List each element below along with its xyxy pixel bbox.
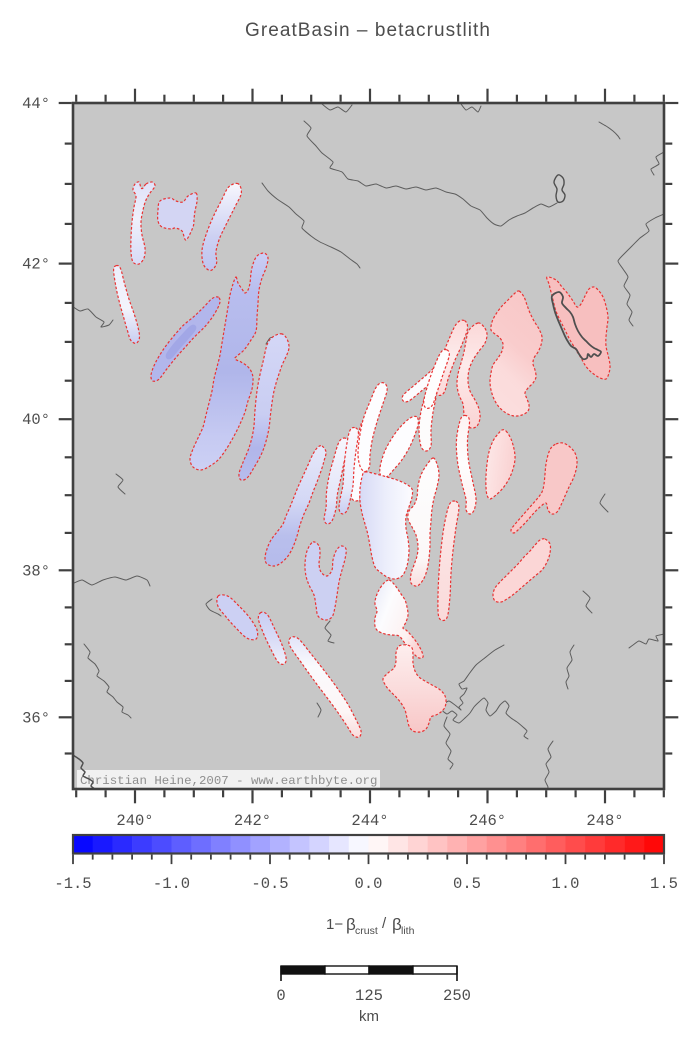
svg-text:-1.0: -1.0: [153, 875, 190, 893]
svg-text:0.0: 0.0: [355, 875, 383, 893]
svg-text:lith: lith: [401, 925, 415, 937]
svg-text:GreatBasin – betacrustlith: GreatBasin – betacrustlith: [245, 20, 491, 41]
svg-text:244°: 244°: [351, 812, 388, 830]
svg-text:Christian Heine,2007 - www.ear: Christian Heine,2007 - www.earthbyte.org: [80, 774, 377, 788]
svg-text:246°: 246°: [469, 812, 506, 830]
svg-text:240°: 240°: [116, 812, 153, 830]
svg-text:km: km: [359, 1008, 379, 1025]
svg-text:36°: 36°: [22, 709, 50, 727]
svg-text:38°: 38°: [22, 562, 50, 580]
svg-text:/: /: [382, 915, 387, 932]
svg-text:-1.5: -1.5: [54, 875, 91, 893]
svg-text:242°: 242°: [234, 812, 271, 830]
svg-text:β: β: [346, 915, 356, 934]
svg-text:40°: 40°: [22, 411, 50, 429]
svg-text:250: 250: [443, 987, 471, 1005]
svg-text:0.5: 0.5: [453, 875, 481, 893]
svg-text:β: β: [392, 915, 402, 934]
svg-text:-0.5: -0.5: [251, 875, 288, 893]
svg-text:42°: 42°: [22, 256, 50, 274]
svg-text:44°: 44°: [22, 95, 50, 113]
svg-text:1−: 1−: [326, 916, 343, 933]
svg-text:1.0: 1.0: [552, 875, 580, 893]
svg-text:125: 125: [355, 987, 383, 1005]
svg-text:248°: 248°: [586, 812, 623, 830]
svg-text:0: 0: [276, 987, 285, 1005]
svg-text:1.5: 1.5: [650, 875, 678, 893]
svg-text:crust: crust: [355, 925, 378, 937]
